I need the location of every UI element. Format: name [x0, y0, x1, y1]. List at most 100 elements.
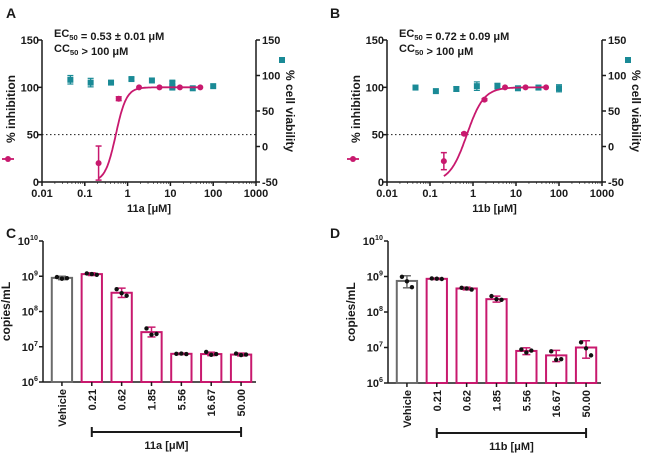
replicate-point: [404, 279, 410, 284]
replicate-point: [233, 351, 239, 356]
x-tick-label: 5.56: [176, 389, 188, 410]
x-tick-label: 5.56: [521, 390, 533, 411]
x-tick-label: 1.85: [147, 389, 159, 410]
replicate-point: [409, 284, 415, 290]
y2-axis-label: % cell viability: [283, 70, 297, 152]
y-axis-label: % inhibition: [4, 75, 18, 143]
inhibition-point: [502, 84, 509, 91]
replicate-point: [459, 285, 464, 291]
replicate-point: [499, 297, 504, 303]
inhibition-legend-marker: [350, 156, 356, 162]
panel-d-bar-chart: 106 107 108 109 1010 copies/mL Vehicle 0.21 0.62…: [344, 234, 601, 453]
x-tick-label: 16.67: [551, 390, 563, 418]
inhibition-point: [136, 84, 143, 91]
replicate-point: [89, 271, 94, 277]
y2-axis-label: % cell viability: [629, 70, 643, 152]
y-tick-label: 0: [378, 177, 384, 189]
replicate-point: [54, 274, 60, 280]
replicate-point: [114, 286, 119, 292]
y-tick-label: 50: [372, 130, 384, 142]
y-tick-label: 150: [366, 35, 384, 47]
annotation-line: EC50 = 0.72 ± 0.09 μM: [399, 28, 509, 43]
x-tick-label: 100: [204, 188, 222, 200]
inhibition-point: [522, 84, 529, 91]
replicate-point: [204, 349, 209, 355]
x-tick-label: 0.1: [77, 188, 92, 200]
y-tick-label: 107: [367, 341, 383, 355]
bar: [80, 273, 103, 384]
y2-tick-label: 0: [608, 142, 614, 154]
x-axis-label: 11a [μM]: [127, 203, 171, 215]
replicate-point: [429, 276, 434, 281]
bar: [229, 353, 253, 383]
x-tick-label: 1000: [244, 188, 268, 200]
viability-point: [556, 85, 562, 92]
viability-point: [87, 79, 94, 86]
bar: [425, 277, 448, 385]
panel-a-dose-response: 0 50 100 150 -50 0 50 100 150 0.01 0.1 1 10 100 1000 11…: [2, 28, 297, 215]
inhibition-point: [481, 96, 488, 103]
replicate-point: [554, 357, 559, 363]
replicate-point: [243, 352, 249, 357]
y-tick-label: 107: [22, 340, 38, 354]
replicate-point: [144, 326, 149, 331]
x-axis-label: 11a [μM]: [144, 440, 188, 452]
x-tick-label: 10: [164, 188, 176, 200]
replicate-point: [583, 346, 589, 351]
inhibition-legend-marker: [5, 156, 11, 162]
panel-label-a: A: [6, 5, 16, 21]
y-tick-label: 109: [22, 269, 38, 283]
x-axis-label: 11b [μM]: [472, 203, 517, 215]
inhibition-point: [115, 95, 122, 102]
viability-point: [67, 76, 74, 83]
viability-point: [473, 83, 480, 90]
y2-tick-label: 50: [608, 106, 620, 118]
bar: [515, 349, 538, 385]
y-tick-label: 106: [22, 375, 38, 389]
y-tick-label: 1010: [363, 234, 383, 248]
replicate-point: [184, 351, 189, 357]
panel-c-bar-chart: 106 107 108 109 1010 copies/mL Vehicle 0.21 0.62…: [0, 234, 256, 452]
x-tick-label: 0.01: [376, 188, 397, 200]
viability-point: [148, 77, 155, 84]
x-tick-label: 10: [510, 188, 522, 200]
replicate-point: [434, 276, 439, 281]
viability-point: [412, 84, 419, 91]
replicate-point: [469, 287, 474, 292]
x-tick-label: 1: [470, 188, 476, 200]
replicate-point: [519, 347, 524, 352]
panel-label-c: C: [6, 225, 16, 241]
inhibition-fit-curve: [443, 86, 546, 177]
x-tick-label: Vehicle: [402, 390, 414, 428]
replicate-point: [209, 352, 214, 358]
annotation-line: CC50 > 100 μM: [399, 43, 473, 58]
x-tick-label: 1.85: [492, 390, 504, 411]
y-tick-label: 0: [33, 177, 39, 189]
bar: [395, 279, 419, 385]
viability-point: [494, 83, 501, 90]
viability-point: [128, 76, 135, 83]
y-tick-label: 109: [367, 270, 383, 284]
x-tick-label: 16.67: [206, 389, 218, 417]
viability-legend-marker: [279, 57, 285, 63]
x-tick-label: 50.00: [236, 389, 248, 417]
annotation-line: EC50 = 0.53 ± 0.01 μM: [54, 28, 164, 43]
replicate-point: [549, 349, 554, 354]
panel-label-b: B: [330, 5, 340, 21]
inhibition-point: [461, 130, 468, 137]
x-tick-label: 1: [125, 188, 131, 200]
x-tick-label: 0.21: [432, 390, 444, 411]
inhibition-point: [95, 160, 102, 167]
inhibition-point: [543, 84, 550, 91]
y-axis-label: copies/mL: [344, 282, 358, 341]
x-tick-label: Vehicle: [57, 389, 69, 427]
bar: [485, 298, 508, 384]
bar: [455, 287, 478, 385]
replicate-point: [464, 286, 469, 291]
y-axis-label: % inhibition: [349, 75, 363, 143]
inhibition-point: [156, 84, 163, 91]
replicate-point: [588, 353, 594, 358]
viability-point: [189, 85, 196, 92]
inhibition-point: [176, 84, 183, 91]
